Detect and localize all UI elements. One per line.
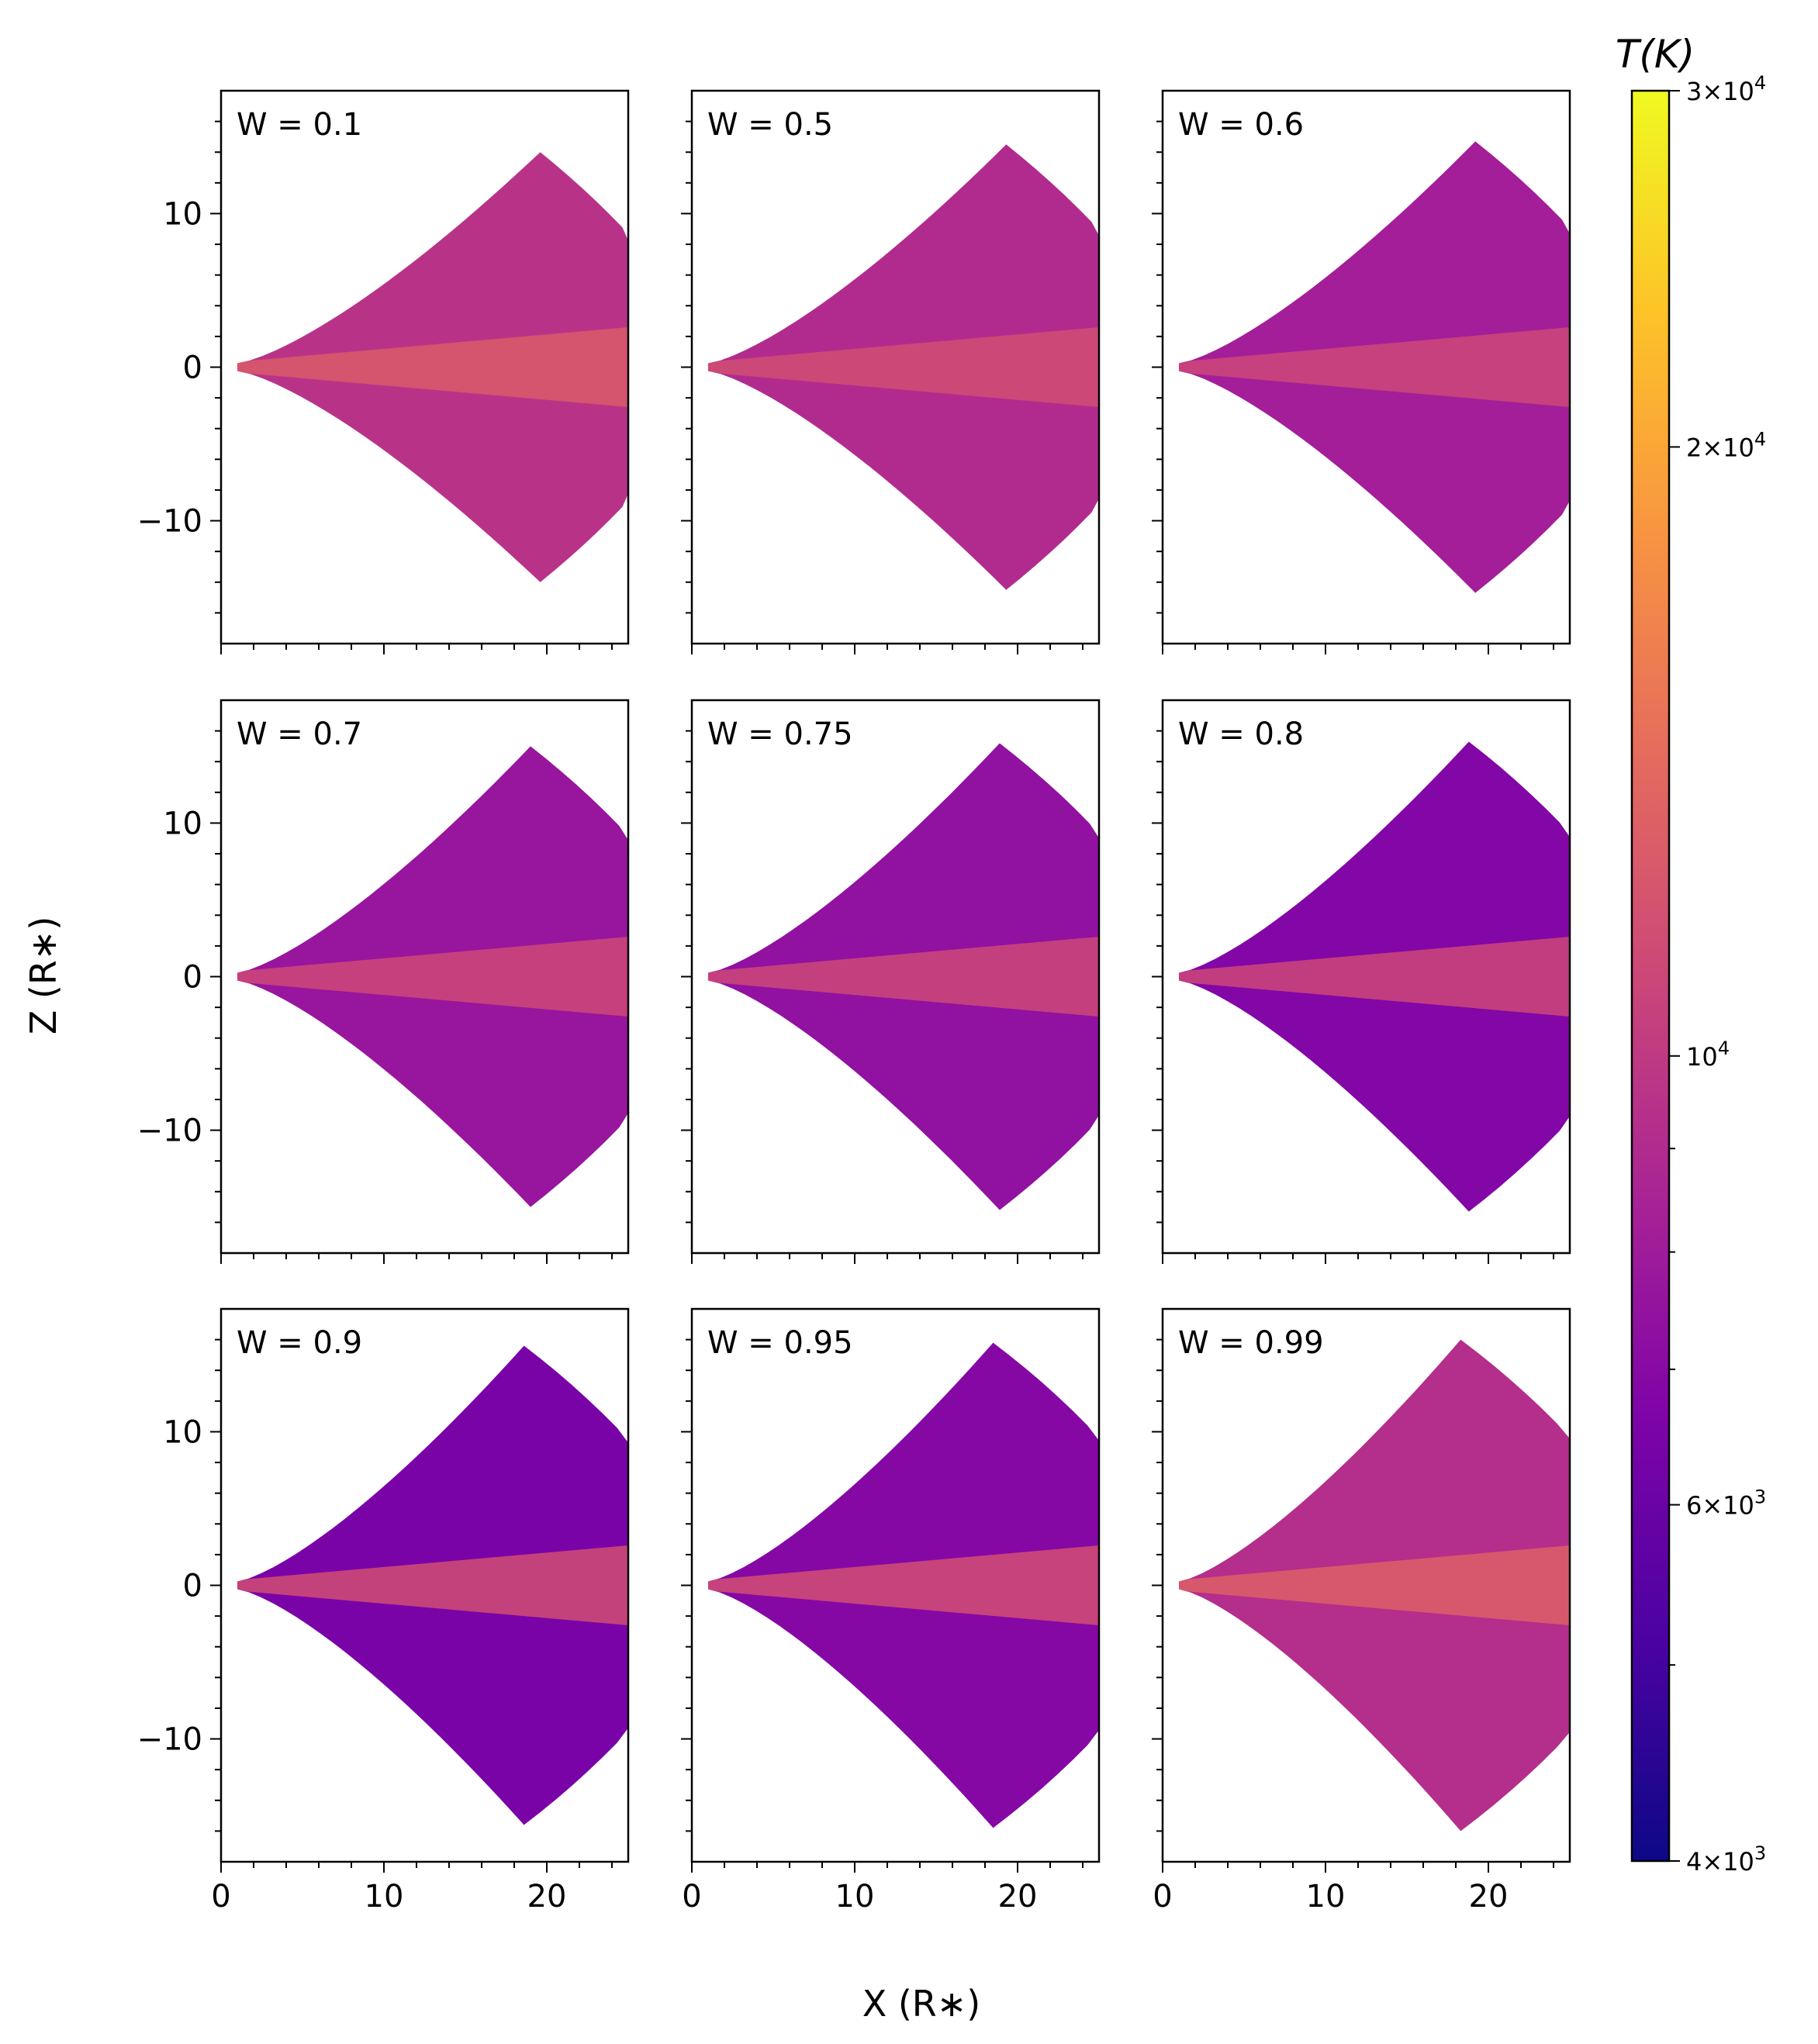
disk-temperature-map	[708, 1342, 1099, 1828]
disk-temperature-map	[237, 1345, 628, 1825]
x-tick-label: 20	[998, 1879, 1038, 1915]
x-tick-label: 0	[1153, 1879, 1172, 1915]
panel: W = 0.5	[681, 89, 1101, 654]
disk-temperature-map	[1179, 741, 1570, 1212]
panel-label: W = 0.75	[707, 716, 853, 752]
y-axis-title: Z (R∗)	[22, 917, 64, 1035]
panels-layer: 10 0 −10 W = 0.1 W = 0.5 W = 0.6 10 0 −10 W = 0.7…	[137, 89, 1571, 1915]
x-tick-label: 0	[211, 1879, 230, 1915]
ticks	[681, 730, 1084, 1264]
y-tick-label: 10	[163, 806, 202, 841]
panel-label: W = 0.5	[707, 107, 833, 143]
panel: 10 0 −10 W = 0.7	[137, 699, 630, 1264]
y-tick-label: 0	[183, 960, 202, 996]
y-tick-label: 0	[183, 1569, 202, 1604]
panel-label: W = 0.8	[1178, 716, 1304, 752]
panel-label: W = 0.9	[237, 1325, 362, 1361]
y-tick-label: 0	[183, 350, 202, 386]
colorbar-title: T(K)	[1616, 32, 1695, 77]
y-tick-label: −10	[137, 1722, 202, 1758]
colorbar-tick-label: 104	[1686, 1038, 1730, 1072]
panel-label: W = 0.99	[1178, 1325, 1324, 1361]
y-tick-label: −10	[137, 1113, 202, 1149]
x-tick-label: 0	[682, 1879, 701, 1915]
ticks	[210, 730, 613, 1264]
disk-temperature-map	[237, 746, 628, 1207]
x-axis-title: X (R∗)	[862, 1983, 981, 2025]
ticks	[1152, 730, 1554, 1264]
panel: 0 10 20 W = 0.95	[681, 1307, 1101, 1915]
x-tick-label: 20	[527, 1879, 567, 1915]
x-tick-label: 10	[835, 1879, 875, 1915]
colorbar-tick-label: 3×104	[1686, 72, 1766, 106]
panel: 10 0 −10 W = 0.1	[137, 89, 630, 654]
panel-label: W = 0.7	[237, 716, 362, 752]
panel: W = 0.75	[681, 699, 1101, 1264]
disk-temperature-map	[1179, 1339, 1570, 1832]
x-tick-label: 20	[1469, 1879, 1509, 1915]
x-tick-label: 10	[1306, 1879, 1346, 1915]
panel: 10 0 −10 0 10 20 W = 0.9	[137, 1307, 630, 1915]
colorbar-tick-label: 4×103	[1686, 1842, 1766, 1877]
disk-temperature-map	[1179, 141, 1570, 593]
colorbar-tick-label: 2×104	[1686, 428, 1766, 462]
panel-label: W = 0.6	[1178, 107, 1304, 143]
y-tick-label: 10	[163, 1414, 202, 1450]
x-tick-label: 10	[365, 1879, 404, 1915]
colorbar: T(K)3×104 2×104 104 6×103 4×103	[1616, 32, 1766, 1877]
panel-label: W = 0.1	[237, 107, 362, 143]
panel: 0 10 20 W = 0.99	[1152, 1307, 1571, 1915]
y-tick-label: −10	[137, 504, 202, 540]
disk-temperature-map	[708, 144, 1099, 590]
disk-temperature-map	[237, 152, 628, 582]
y-tick-label: 10	[163, 196, 202, 232]
panel: W = 0.6	[1152, 89, 1571, 654]
panel: W = 0.8	[1152, 699, 1571, 1264]
ticks	[210, 1338, 613, 1873]
panel-label: W = 0.95	[707, 1325, 853, 1361]
disk-temperature-map	[708, 743, 1099, 1210]
ticks	[1152, 1338, 1554, 1873]
ticks	[681, 1338, 1084, 1873]
ticks	[1152, 120, 1554, 654]
colorbar-gradient	[1630, 89, 1671, 1863]
ticks	[681, 120, 1084, 654]
colorbar-tick-label: 6×103	[1686, 1486, 1766, 1521]
ticks	[210, 120, 613, 654]
